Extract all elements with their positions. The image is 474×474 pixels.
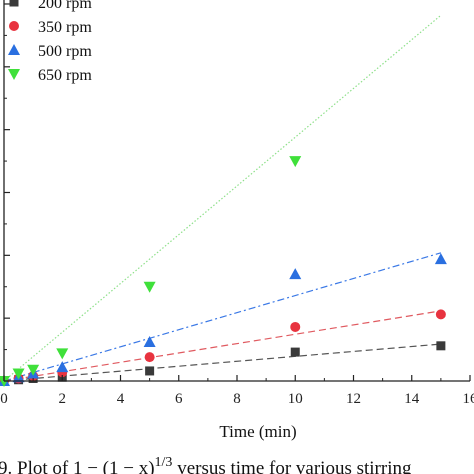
point-500-rpm xyxy=(434,253,447,265)
legend: 200 rpm 350 rpm 500 rpm 650 rpm xyxy=(8,0,92,84)
point-650-rpm xyxy=(12,368,25,380)
figure-caption: 9. Plot of 1 − (1 − x)1/3 versus time fo… xyxy=(0,455,412,474)
x-tick-label: 14 xyxy=(404,391,420,407)
x-axis-title: Time (min) xyxy=(219,422,296,441)
point-650-rpm xyxy=(56,348,69,360)
point-500-rpm xyxy=(56,361,69,373)
fit-lines xyxy=(3,14,442,382)
legend-marker-350-rpm xyxy=(9,21,19,31)
x-tick-label: 2 xyxy=(59,391,67,407)
x-tick-label: 4 xyxy=(117,391,125,407)
point-350-rpm xyxy=(144,352,155,363)
fit-line-500-rpm xyxy=(3,252,442,382)
point-650-rpm xyxy=(143,281,156,293)
legend-label-650-rpm: 650 rpm xyxy=(38,67,92,84)
point-350-rpm xyxy=(290,321,301,332)
point-650-rpm xyxy=(289,156,302,168)
legend-label-200-rpm: 200 rpm xyxy=(38,0,92,12)
caption-end: versus time for various stirring xyxy=(172,458,412,474)
legend-label-500-rpm: 500 rpm xyxy=(38,43,92,60)
point-350-rpm xyxy=(435,309,446,320)
point-200-rpm xyxy=(290,347,300,357)
legend-marker-650-rpm xyxy=(8,69,20,80)
x-tick-label: 8 xyxy=(233,391,241,407)
legend-label-350-rpm: 350 rpm xyxy=(38,19,92,36)
point-650-rpm xyxy=(27,364,40,376)
axes: 0 2 4 6 8 10 12 14 16 xyxy=(0,0,474,407)
x-tick-label: 10 xyxy=(288,391,303,407)
fit-line-200-rpm xyxy=(3,343,441,382)
fit-line-350-rpm xyxy=(3,310,441,382)
point-200-rpm xyxy=(145,366,155,376)
fit-line-650-rpm xyxy=(3,14,442,382)
x-tick-label: 12 xyxy=(346,391,361,407)
caption-superscript: 1/3 xyxy=(155,455,173,470)
x-tick-label: 16 xyxy=(463,391,474,407)
x-tick-label: 0 xyxy=(0,391,8,407)
x-tick-label: 6 xyxy=(175,391,183,407)
legend-marker-500-rpm xyxy=(8,44,20,55)
caption-main: 9. Plot of 1 − (1 − x) xyxy=(0,458,155,474)
point-200-rpm xyxy=(436,341,446,351)
point-500-rpm xyxy=(143,336,156,348)
point-500-rpm xyxy=(289,268,302,280)
legend-marker-200-rpm xyxy=(9,0,19,7)
